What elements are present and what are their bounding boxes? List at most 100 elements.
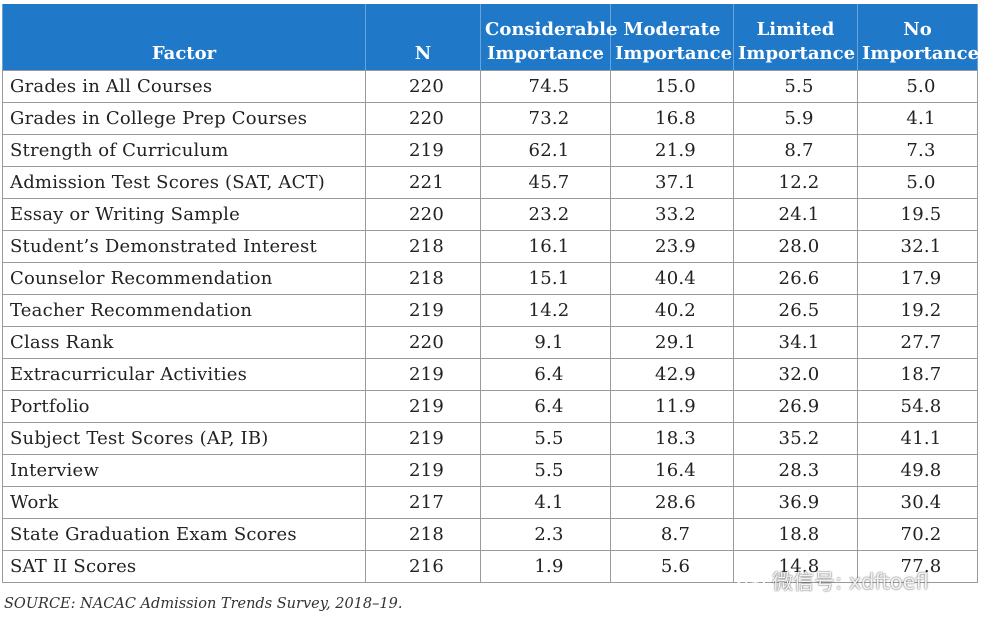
factor-cell: Extracurricular Activities <box>2 358 366 391</box>
factor-cell: Portfolio <box>2 390 366 423</box>
n-cell: 219 <box>365 134 481 167</box>
column-header-factor: Factor <box>2 4 366 71</box>
source-note: SOURCE: NACAC Admission Trends Survey, 2… <box>4 596 403 612</box>
factor-cell: Admission Test Scores (SAT, ACT) <box>2 166 366 199</box>
moderate-cell: 29.1 <box>610 326 734 359</box>
none-cell: 7.3 <box>857 134 978 167</box>
limited-cell: 26.9 <box>733 390 858 423</box>
table-row: Counselor Recommendation 218 15.1 40.4 26.6 1… <box>2 262 978 295</box>
header-line: Importance <box>486 43 605 64</box>
n-cell: 217 <box>365 486 481 519</box>
considerable-cell: 4.1 <box>480 486 611 519</box>
n-cell: 219 <box>365 454 481 487</box>
limited-cell: 18.8 <box>733 518 858 551</box>
table-row: Portfolio 219 6.4 11.9 26.9 54.8 <box>2 390 978 423</box>
column-header-limited: Limited Importance <box>733 4 858 71</box>
factor-cell: Class Rank <box>2 326 366 359</box>
n-cell: 218 <box>365 262 481 295</box>
none-cell: 4.1 <box>857 102 978 135</box>
table-row: Class Rank 220 9.1 29.1 34.1 27.7 <box>2 326 978 359</box>
column-header-considerable: Considerable Importance <box>480 4 618 71</box>
moderate-cell: 5.6 <box>610 550 734 583</box>
none-cell: 18.7 <box>857 358 978 391</box>
limited-cell: 32.0 <box>733 358 858 391</box>
limited-cell: 5.9 <box>733 102 858 135</box>
n-cell: 219 <box>365 390 481 423</box>
limited-cell: 34.1 <box>733 326 858 359</box>
considerable-cell: 2.3 <box>480 518 611 551</box>
n-cell: 218 <box>365 230 481 263</box>
considerable-cell: 5.5 <box>480 422 611 455</box>
table-row: Extracurricular Activities 219 6.4 42.9 32.0… <box>2 358 978 391</box>
factor-cell: Essay or Writing Sample <box>2 198 366 231</box>
header-line: Limited <box>756 19 835 40</box>
data-table-container: Factor N Considerable Importance Moderat… <box>2 4 980 583</box>
header-line: Importance <box>738 43 856 64</box>
n-cell: 219 <box>365 294 481 327</box>
considerable-cell: 5.5 <box>480 454 611 487</box>
moderate-cell: 16.8 <box>610 102 734 135</box>
none-cell: 19.5 <box>857 198 978 231</box>
header-line: N <box>414 43 432 64</box>
importance-table: Factor N Considerable Importance Moderat… <box>2 4 980 583</box>
header-row: Factor N Considerable Importance Moderat… <box>2 4 980 71</box>
table-row: Teacher Recommendation 219 14.2 40.2 26.5 19.… <box>2 294 978 327</box>
table-row: Work 217 4.1 28.6 36.9 30.4 <box>2 486 978 519</box>
considerable-cell: 1.9 <box>480 550 611 583</box>
none-cell: 32.1 <box>857 230 978 263</box>
limited-cell: 12.2 <box>733 166 858 199</box>
moderate-cell: 28.6 <box>610 486 734 519</box>
limited-cell: 26.5 <box>733 294 858 327</box>
header-line: Considerable <box>485 19 618 40</box>
moderate-cell: 40.2 <box>610 294 734 327</box>
considerable-cell: 62.1 <box>480 134 611 167</box>
n-cell: 219 <box>365 358 481 391</box>
moderate-cell: 33.2 <box>610 198 734 231</box>
limited-cell: 35.2 <box>733 422 858 455</box>
header-line: Factor <box>151 43 217 64</box>
header-line: Importance <box>862 43 980 64</box>
moderate-cell: 8.7 <box>610 518 734 551</box>
factor-cell: Teacher Recommendation <box>2 294 366 327</box>
table-row: SAT II Scores 216 1.9 5.6 14.8 77.8 <box>2 550 978 583</box>
n-cell: 220 <box>365 198 481 231</box>
factor-cell: Grades in All Courses <box>2 70 366 103</box>
none-cell: 30.4 <box>857 486 978 519</box>
n-cell: 219 <box>365 422 481 455</box>
column-header-none: No Importance <box>857 4 980 71</box>
considerable-cell: 45.7 <box>480 166 611 199</box>
considerable-cell: 6.4 <box>480 358 611 391</box>
none-cell: 17.9 <box>857 262 978 295</box>
n-cell: 220 <box>365 70 481 103</box>
column-header-moderate: Moderate Importance <box>610 4 734 71</box>
table-row: Grades in College Prep Courses 220 73.2 16.… <box>2 102 978 135</box>
moderate-cell: 11.9 <box>610 390 734 423</box>
table-row: Subject Test Scores (AP, IB) 219 5.5 18.3 35… <box>2 422 978 455</box>
n-cell: 220 <box>365 102 481 135</box>
moderate-cell: 16.4 <box>610 454 734 487</box>
n-cell: 216 <box>365 550 481 583</box>
considerable-cell: 9.1 <box>480 326 611 359</box>
moderate-cell: 15.0 <box>610 70 734 103</box>
moderate-cell: 42.9 <box>610 358 734 391</box>
n-cell: 221 <box>365 166 481 199</box>
factor-cell: Student’s Demonstrated Interest <box>2 230 366 263</box>
none-cell: 54.8 <box>857 390 978 423</box>
none-cell: 5.0 <box>857 166 978 199</box>
limited-cell: 28.3 <box>733 454 858 487</box>
moderate-cell: 40.4 <box>610 262 734 295</box>
limited-cell: 24.1 <box>733 198 858 231</box>
none-cell: 49.8 <box>857 454 978 487</box>
table-row: Essay or Writing Sample 220 23.2 33.2 24.1 19… <box>2 198 978 231</box>
limited-cell: 5.5 <box>733 70 858 103</box>
factor-cell: Strength of Curriculum <box>2 134 366 167</box>
factor-cell: SAT II Scores <box>2 550 366 583</box>
limited-cell: 36.9 <box>733 486 858 519</box>
limited-cell: 8.7 <box>733 134 858 167</box>
limited-cell: 28.0 <box>733 230 858 263</box>
considerable-cell: 15.1 <box>480 262 611 295</box>
considerable-cell: 73.2 <box>480 102 611 135</box>
header-line: No <box>903 19 932 40</box>
limited-cell: 14.8 <box>733 550 858 583</box>
none-cell: 27.7 <box>857 326 978 359</box>
